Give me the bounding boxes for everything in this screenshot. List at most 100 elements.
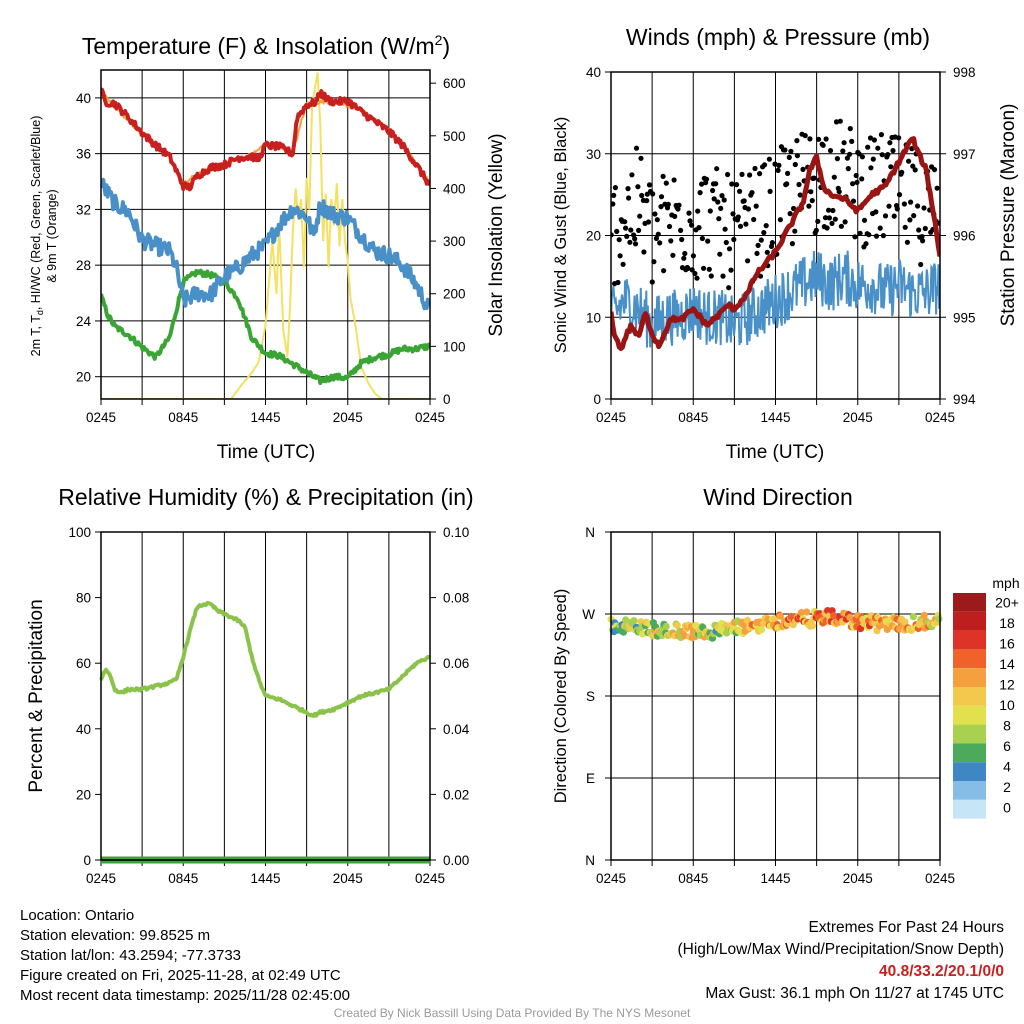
gust-point	[644, 198, 650, 204]
gust-point	[792, 228, 798, 234]
gust-point	[802, 133, 808, 139]
gust-point	[665, 201, 671, 207]
extremes-title: Extremes For Past 24 Hours	[808, 919, 1004, 936]
temp-y2-tick-label: 500	[443, 129, 466, 144]
gust-point	[668, 238, 674, 244]
gust-point	[920, 238, 926, 244]
gust-point	[899, 169, 905, 175]
gust-point	[611, 192, 617, 198]
dir-y-tick-label: N	[585, 853, 595, 868]
gust-point	[815, 218, 821, 224]
gust-point	[792, 161, 798, 168]
direction-point	[830, 612, 838, 620]
direction-point	[909, 613, 917, 621]
gust-point	[873, 209, 879, 215]
temp-y2-axis-label: Solar Insolation (Yellow)	[486, 133, 507, 336]
gust-point	[623, 225, 629, 231]
winds-x-tick-label: 2045	[843, 410, 873, 425]
gust-point	[853, 172, 859, 179]
gust-point	[685, 265, 691, 271]
gust-point	[652, 211, 658, 217]
gust-point	[725, 171, 731, 178]
dir-x-tick-label: 1445	[760, 871, 790, 886]
gust-point	[832, 216, 838, 222]
rh-y2-tick-label: 0.08	[443, 591, 469, 606]
gust-point	[706, 266, 712, 272]
gust-point	[826, 207, 832, 213]
temp-series-group	[101, 72, 430, 399]
colorbar-label: 10	[999, 697, 1015, 713]
dir-plot-frame	[610, 531, 941, 861]
gust-point	[645, 219, 652, 225]
winds-plot-frame	[610, 71, 941, 400]
gust-point	[726, 285, 732, 291]
gust-point	[888, 164, 894, 170]
gust-point	[763, 223, 769, 229]
gust-point	[752, 165, 758, 172]
rh-y2-tick-label: 0.06	[443, 656, 469, 671]
gust-point	[822, 215, 829, 221]
gust-point	[875, 145, 881, 151]
gust-point	[836, 189, 842, 195]
gust-point	[919, 234, 925, 240]
direction-point	[692, 621, 700, 630]
dir-x-tick-label: 0845	[678, 871, 708, 886]
rh-y-tick-label: 20	[76, 787, 91, 802]
rh-x-tick-label: 0245	[86, 871, 116, 886]
gust-point	[663, 180, 669, 186]
gust-point	[861, 217, 868, 223]
temp-plot-frame	[100, 69, 431, 400]
gust-point	[699, 235, 706, 242]
gust-point	[918, 261, 924, 268]
winds-y-axis-label: Sonic Wind & Gust (Blue, Black)	[552, 117, 570, 354]
temp-x-tick-label: 0245	[415, 410, 445, 425]
gust-point	[627, 239, 633, 245]
extremes-block: Extremes For Past 24 Hours (High/Low/Max…	[678, 917, 1005, 1005]
temp-y-tick-label: 24	[76, 314, 92, 329]
gust-point	[841, 140, 847, 146]
temp-y2-tick-label: 100	[443, 339, 466, 354]
gust-point	[625, 186, 631, 192]
temp-x-tick-label: 0845	[168, 410, 198, 425]
gust-point	[908, 199, 914, 205]
gust-point	[786, 154, 792, 160]
direction-point	[630, 617, 638, 625]
dir-chart-title: Wind Direction	[703, 484, 853, 510]
gust-point	[639, 192, 645, 199]
gust-point	[628, 227, 634, 233]
gust-point	[845, 166, 851, 172]
gust-point	[713, 181, 719, 187]
gust-point	[755, 242, 761, 248]
gust-point	[638, 155, 644, 161]
gust-point	[762, 162, 768, 168]
gust-point	[679, 236, 685, 243]
station-pressure-line	[611, 136, 940, 351]
direction-point	[797, 609, 806, 617]
direction-point	[662, 622, 670, 631]
gust-point	[882, 213, 889, 219]
gust-point	[916, 227, 922, 233]
gust-point	[907, 217, 913, 223]
gust-point	[728, 267, 734, 273]
temp-series-2m-t	[101, 87, 430, 192]
gust-point	[614, 228, 620, 234]
gust-point	[686, 210, 692, 216]
gust-point	[806, 203, 812, 209]
gust-point	[934, 185, 940, 191]
gust-point	[859, 154, 866, 160]
gust-point	[622, 219, 628, 225]
gust-point	[816, 136, 822, 142]
winds-y-tick-label: 40	[586, 65, 601, 80]
gust-point	[873, 233, 880, 239]
gust-point	[764, 249, 770, 255]
gust-point	[699, 181, 705, 187]
gust-point	[891, 213, 897, 219]
gust-point	[767, 188, 773, 194]
colorbar-label: 14	[999, 656, 1015, 672]
gust-point	[866, 232, 872, 238]
gust-point	[729, 181, 735, 187]
rh-y2-tick-label: 0.10	[443, 525, 469, 540]
gust-point	[658, 194, 665, 200]
direction-point	[935, 615, 943, 623]
rh-y-tick-label: 80	[76, 591, 91, 606]
